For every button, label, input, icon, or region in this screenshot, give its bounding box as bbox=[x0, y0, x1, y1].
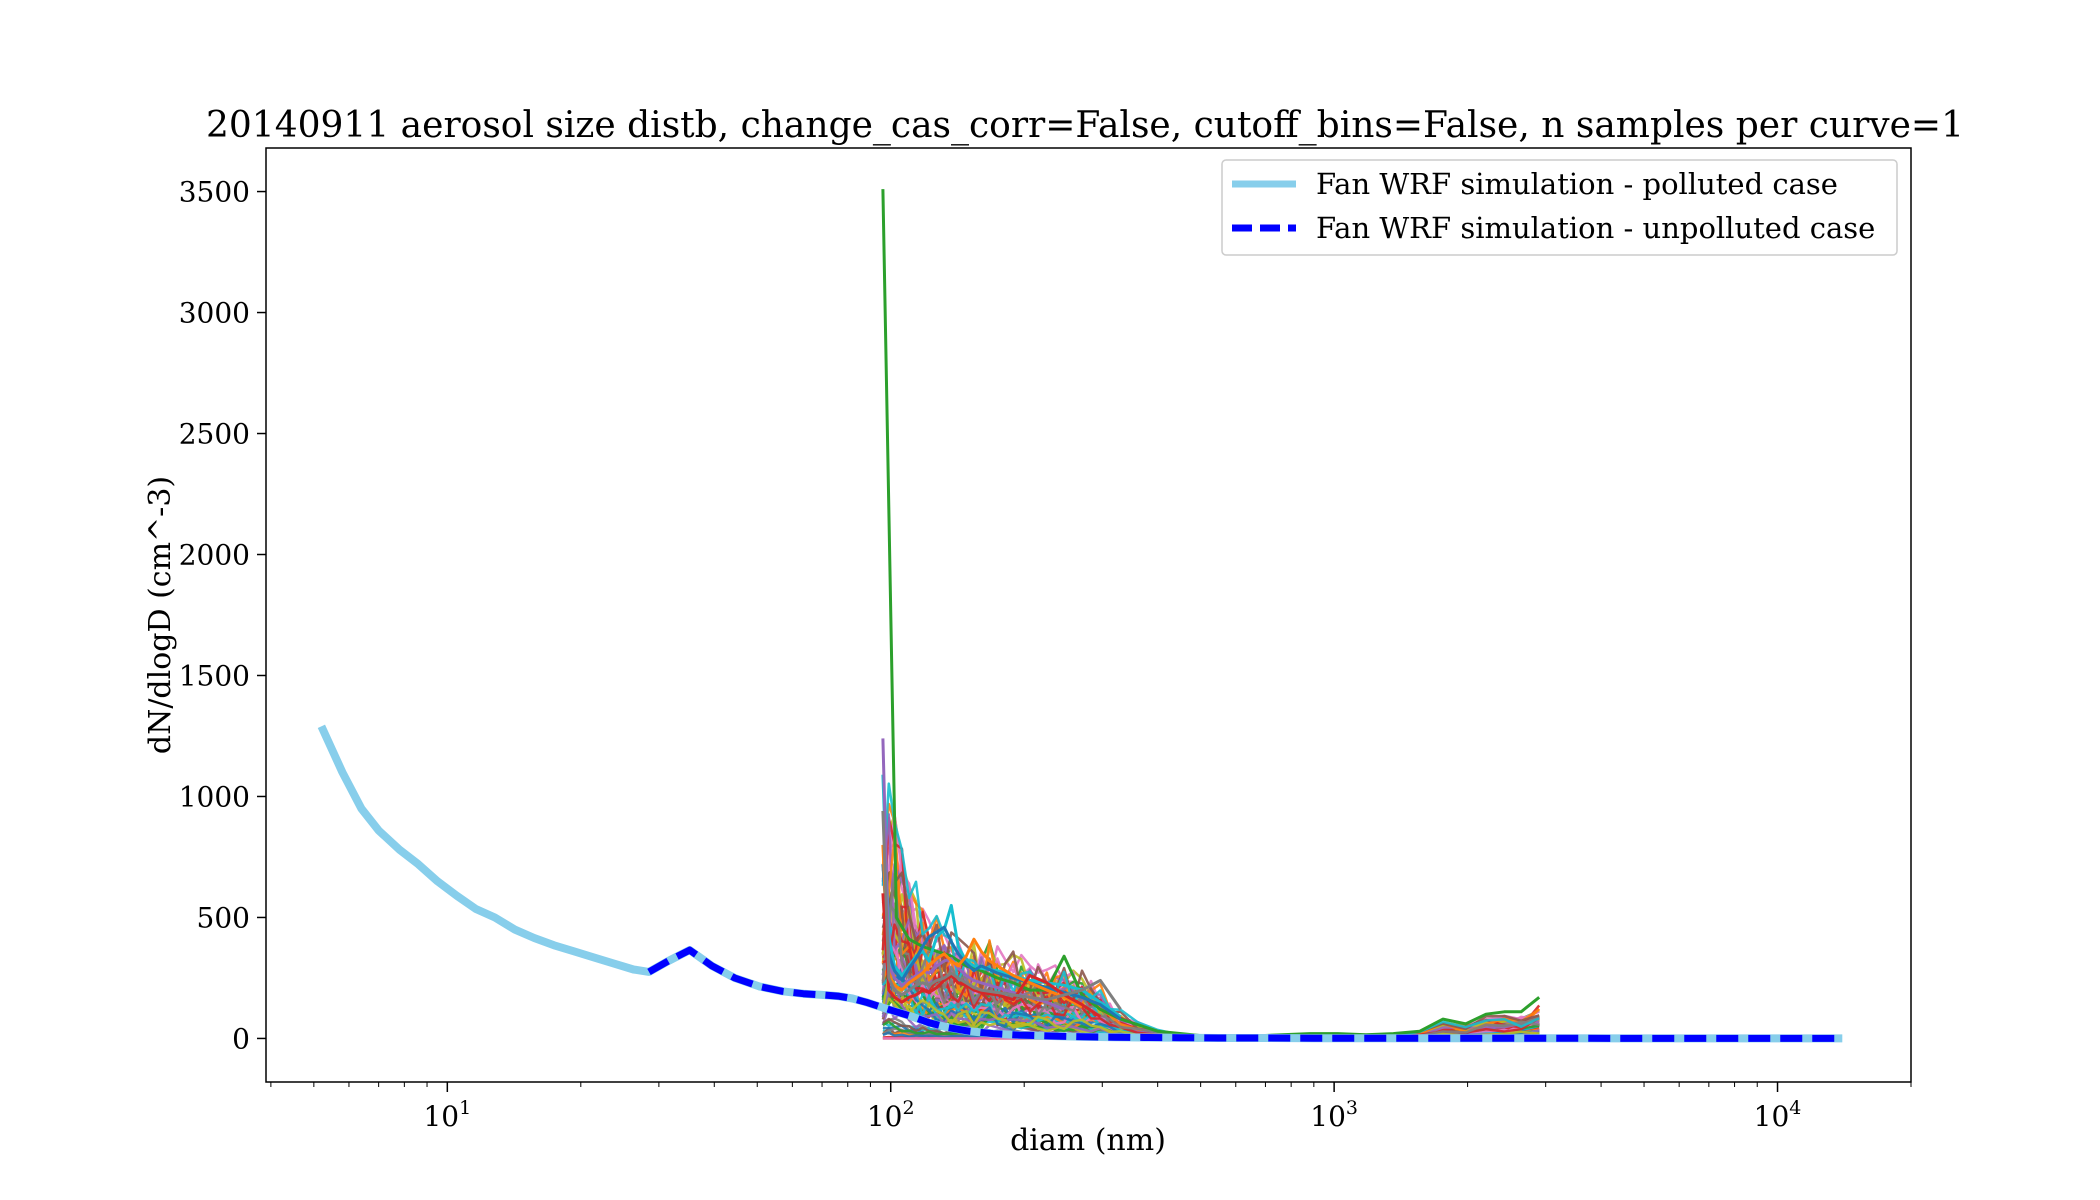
highlighted-observation-curve bbox=[881, 893, 1102, 1018]
highlighted-observation-curve bbox=[881, 810, 1122, 1011]
y-axis-label: dN/dlogD (cm^-3) bbox=[143, 476, 178, 754]
highlighted-observation-curve bbox=[881, 864, 1122, 1021]
legend-label-polluted: Fan WRF simulation - polluted case bbox=[1316, 167, 1838, 201]
series-line-unpolluted bbox=[647, 946, 1843, 1042]
x-axis-label: diam (nm) bbox=[1010, 1123, 1166, 1158]
y-tick-label: 0 bbox=[232, 1022, 250, 1055]
chart-title: 20140911 aerosol size distb, change_cas_… bbox=[206, 105, 1964, 146]
y-tick-label: 3500 bbox=[179, 176, 250, 209]
highlighted-observation-curve bbox=[881, 738, 1065, 1011]
highlighted-observation-curve bbox=[881, 844, 1083, 1009]
highlighted-observation-curve bbox=[881, 189, 1541, 1038]
plot-area bbox=[266, 148, 1911, 1082]
model-curves bbox=[317, 724, 1843, 1043]
y-tick-label: 3000 bbox=[179, 297, 250, 330]
plot-frame bbox=[265, 147, 1912, 1083]
y-tick-label: 2500 bbox=[179, 418, 250, 451]
y-axis-ticks: 0 500 1000 1500 2000 2500 3000 3500 bbox=[179, 176, 266, 1055]
x-tick-label: 103 bbox=[1310, 1097, 1358, 1133]
highlighted-observation-curve bbox=[881, 774, 1122, 1018]
legend-box bbox=[1221, 159, 1898, 256]
x-tick-label: 102 bbox=[867, 1097, 915, 1133]
x-tick-label: 101 bbox=[423, 1097, 471, 1133]
y-tick-label: 1500 bbox=[179, 659, 250, 692]
x-tick-label: 104 bbox=[1754, 1097, 1802, 1133]
y-tick-label: 2000 bbox=[179, 539, 250, 572]
x-axis-ticks: 101 102 103 104 bbox=[270, 1082, 1912, 1133]
y-tick-label: 1000 bbox=[179, 780, 250, 813]
legend-label-unpolluted: Fan WRF simulation - unpolluted case bbox=[1316, 211, 1875, 245]
y-tick-label: 500 bbox=[197, 901, 250, 934]
legend: Fan WRF simulation - polluted case Fan W… bbox=[1221, 159, 1898, 256]
